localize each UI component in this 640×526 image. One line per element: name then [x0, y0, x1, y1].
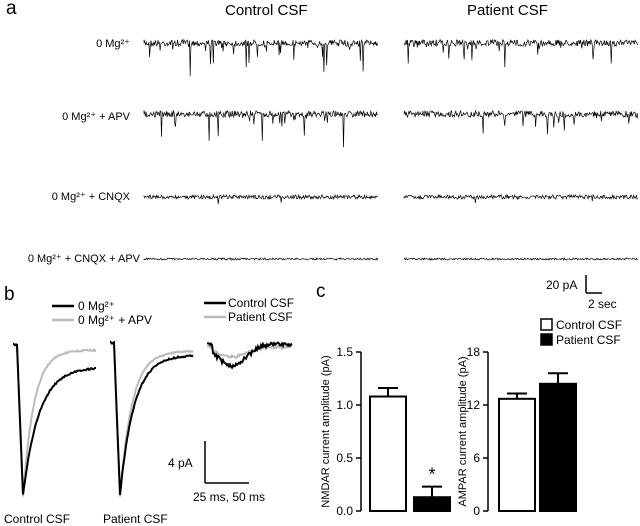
current-trace [403, 257, 638, 261]
panel-a-scale-x-label: 2 sec [588, 297, 617, 311]
panel-a-scale-bar [585, 275, 602, 294]
bar [413, 496, 451, 513]
y-tick-label: 0.5 [336, 451, 353, 465]
current-trace [143, 109, 378, 148]
condition-label-1: 0 Mg²⁺ [96, 38, 130, 50]
y-tick-label: 18 [467, 345, 481, 359]
legend-b1-item-2: 0 Mg²⁺ + APV [78, 313, 153, 327]
condition-label-2: 0 Mg²⁺ + APV [62, 111, 130, 123]
bar [498, 397, 536, 513]
panel-a-traces [143, 38, 639, 261]
legend-b2-item-1: Control CSF [228, 296, 295, 310]
y-tick-label: 0 [473, 504, 480, 518]
epsc-trace [110, 340, 194, 495]
panel-b-xlabel-control: Control CSF [4, 512, 71, 526]
panel-b-scale-bar [204, 441, 249, 484]
legend-c-item-1: Control CSF [556, 318, 623, 332]
y-tick-label: 12 [467, 398, 481, 412]
epsc-trace [13, 342, 97, 495]
nmdar-trace-control [207, 341, 293, 370]
panel-a-letter: a [6, 0, 17, 19]
panel-c-letter: c [316, 281, 326, 302]
panel-b-scale-y-label: 4 pA [168, 456, 193, 470]
y-axis-label: AMPAR current amplitude (pA) [457, 356, 469, 506]
current-trace [143, 257, 379, 261]
legend-b1-swatches [52, 304, 74, 322]
bar [539, 382, 577, 512]
panel-b-traces [13, 340, 293, 497]
nmdar-trace-patient [207, 343, 293, 360]
current-trace [403, 193, 638, 203]
panel-b-letter: b [4, 284, 15, 305]
epsc-trace [110, 341, 194, 497]
legend-c-swatches [540, 318, 553, 346]
current-trace [143, 193, 379, 205]
col-title-control: Control CSF [225, 2, 308, 19]
y-tick-label: 1.0 [336, 398, 353, 412]
condition-label-4: 0 Mg²⁺ + CNQX + APV [27, 253, 140, 265]
panel-b-scale-x-label: 25 ms, 50 ms [193, 490, 266, 504]
current-trace [403, 109, 639, 135]
current-trace [143, 38, 379, 76]
epsc-trace [13, 342, 97, 497]
current-trace [403, 38, 639, 68]
y-axis-label: NMDAR current amplitude (pA) [320, 355, 332, 507]
legend-c-item-2: Patient CSF [556, 333, 621, 347]
legend-b1-item-1: 0 Mg²⁺ [78, 299, 116, 313]
y-tick-label: 0.0 [336, 504, 353, 518]
condition-label-3: 0 Mg²⁺ + CNQX [51, 191, 130, 203]
y-tick-label: 6 [473, 451, 480, 465]
panel-a-scale-y-label: 20 pA [546, 278, 578, 292]
bar [369, 395, 407, 512]
nmdar-bar-chart: 0.0 0.5 1.0 1.5 NMDAR current amplitude (pA)… [320, 345, 451, 518]
panel-b-xlabel-patient: Patient CSF [103, 512, 168, 526]
col-title-patient: Patient CSF [467, 2, 548, 19]
legend-b2-swatches [204, 301, 226, 319]
y-tick-label: 1.5 [336, 345, 353, 359]
significance-marker: * [428, 465, 435, 485]
legend-b2-item-2: Patient CSF [228, 310, 293, 324]
